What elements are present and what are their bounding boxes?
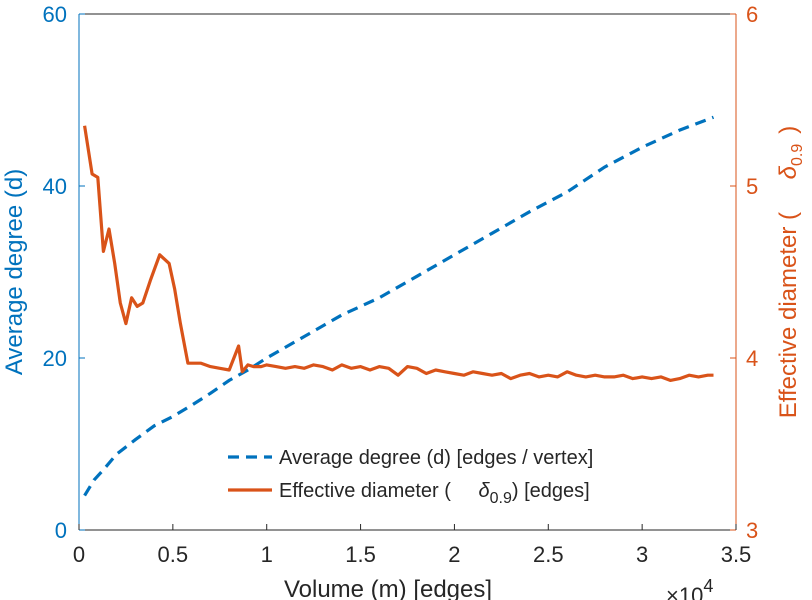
x-tick-label: 2.5 — [533, 542, 564, 567]
legend-label-effective-diameter-post: ) [edges] — [512, 480, 590, 502]
x-multiplier-base: ×10 — [666, 583, 703, 600]
x-tick-label: 1 — [261, 542, 273, 567]
right-y-axis-label-text: Effective diameter ( — [775, 212, 802, 418]
legend-label-effective-diameter: Effective diameter ( δ0.9) [edges] — [279, 480, 590, 507]
left-y-tick-label: 20 — [43, 346, 67, 371]
x-tick-label: 1.5 — [345, 542, 376, 567]
left-y-axis-label: Average degree (d) — [1, 169, 28, 375]
left-y-tick-label: 0 — [55, 518, 67, 543]
right-y-tick-label: 3 — [746, 518, 758, 543]
right-y-tick-label: 4 — [746, 346, 758, 371]
x-tick-label: 3.5 — [721, 542, 752, 567]
x-tick-label: 3 — [636, 542, 648, 567]
left-y-tick-label: 40 — [43, 174, 67, 199]
legend: Average degree (d) [edges / vertex] Effe… — [228, 447, 593, 507]
left-y-tick-label: 60 — [43, 2, 67, 27]
right-y-tick-label: 6 — [746, 2, 758, 27]
right-y-axis-label-symbol: δ — [775, 165, 802, 179]
x-tick-label: 0 — [73, 542, 85, 567]
right-y-axis-label: Effective diameter ( δ0.9) — [775, 126, 806, 419]
right-y-axis-label-end: ) — [775, 126, 802, 134]
series-effective-diameter-line — [83, 125, 714, 382]
legend-label-effective-diameter-symbol: δ — [479, 480, 491, 502]
right-y-ticks: 3 4 5 6 — [730, 2, 758, 543]
left-y-ticks: 0 20 40 60 — [43, 2, 85, 543]
x-multiplier-exponent: 4 — [703, 576, 713, 596]
legend-label-effective-diameter-subscript: 0.9 — [490, 490, 512, 507]
x-tick-label: 0.5 — [158, 542, 189, 567]
series-average-degree-line — [83, 115, 715, 497]
right-y-axis-label-gap — [775, 179, 802, 186]
x-ticks: 0 0.5 1 1.5 2 2.5 3 3.5 — [73, 524, 751, 567]
legend-label-average-degree: Average degree (d) [edges / vertex] — [279, 447, 593, 469]
right-y-tick-label: 5 — [746, 174, 758, 199]
right-y-axis-label-subscript: 0.9 — [789, 144, 806, 166]
x-axis-multiplier: ×104 — [666, 576, 713, 600]
x-axis-label: Volume (m) [edges] — [284, 576, 492, 600]
x-tick-label: 2 — [448, 542, 460, 567]
legend-label-effective-diameter-pre: Effective diameter ( — [279, 480, 451, 502]
